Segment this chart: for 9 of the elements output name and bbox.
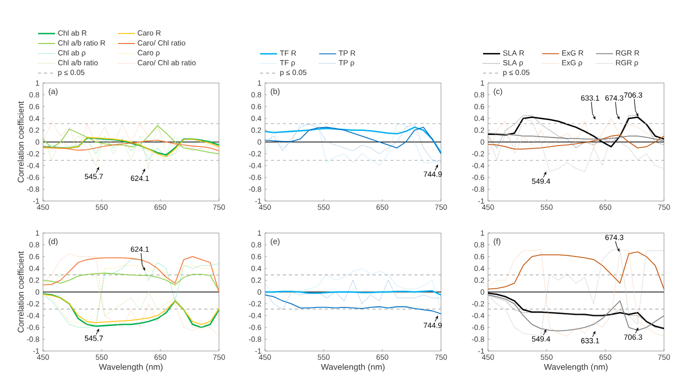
line-series [264, 268, 442, 310]
x-axis-title: Wavelength (nm) [320, 364, 385, 372]
line-series [488, 118, 664, 154]
y-axis-title: Correlation coefficient [18, 101, 24, 182]
line-series [488, 118, 664, 172]
x-axis-title: Wavelength (nm) [98, 364, 163, 372]
y-axis-title: Correlation coefficient [18, 251, 24, 332]
line-series [42, 124, 220, 169]
x-axis-title: Wavelength (nm) [544, 364, 608, 372]
